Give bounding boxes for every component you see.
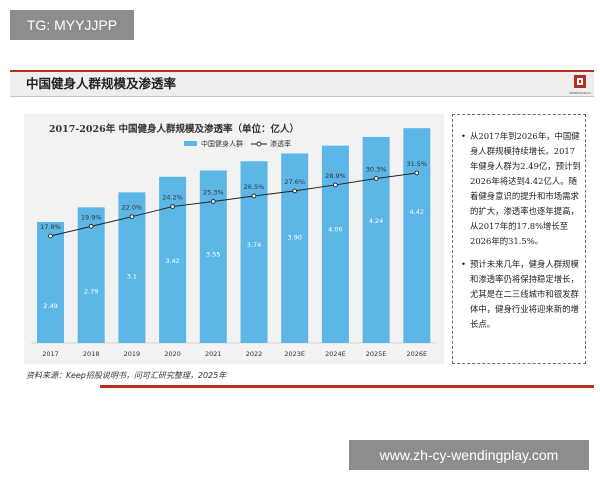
company-logo-icon: WENDINGPLAY bbox=[569, 75, 591, 95]
summary-point: 预计未来几年，健身人群规模和渗透率仍将保持稳定增长，尤其是在二三线城市和银发群体… bbox=[461, 257, 581, 332]
bar-value-label-2024E: 4.06 bbox=[328, 226, 342, 234]
line-point-2025E bbox=[373, 176, 379, 181]
line-value-label-2023E: 27.6% bbox=[284, 178, 305, 186]
bar-2023E bbox=[281, 153, 309, 343]
line-series: 17.8% 19.9% 22.0% 24.2% 25.3% 26.5% 27.6% 28.9%… bbox=[40, 160, 427, 239]
bar-value-label-2019: 3.1 bbox=[127, 272, 137, 280]
chart-title: 2017-2026年 中国健身人群规模及渗透率（单位：亿人） bbox=[49, 123, 299, 135]
bar-2018 bbox=[77, 207, 105, 343]
line-point-2017 bbox=[48, 233, 53, 239]
line-value-label-2022: 26.5% bbox=[244, 183, 265, 191]
bar-value-label-2026E: 4.42 bbox=[410, 208, 424, 216]
line-value-label-2019: 22.0% bbox=[122, 204, 143, 212]
x-tick-label-2024E: 2024E bbox=[325, 350, 346, 358]
line-point-2022 bbox=[251, 193, 257, 199]
legend-bar-label: 中国健身人群 bbox=[201, 139, 243, 148]
watermark-banner-top: TG: MYYJJPP bbox=[10, 10, 134, 40]
line-value-label-2018: 19.9% bbox=[81, 213, 102, 221]
bar-value-label-2017: 2.49 bbox=[43, 302, 57, 310]
bar-2017 bbox=[37, 221, 64, 343]
x-tick-labels: 2017 2018 2019 2020 2021 2022 2023E 2024E 2025E 2… bbox=[42, 350, 427, 358]
bar-value-label-2020: 3.42 bbox=[165, 257, 179, 265]
line-value-label-2021: 25.3% bbox=[203, 189, 224, 197]
line-point-2020 bbox=[170, 204, 175, 209]
bar-2025E bbox=[362, 136, 390, 343]
x-tick-label-2020: 2020 bbox=[164, 350, 181, 358]
header-divider bbox=[10, 96, 594, 97]
line-value-label-2025E: 30.3% bbox=[366, 166, 387, 174]
line-point-2018 bbox=[88, 223, 94, 229]
line-value-label-2026E: 31.5% bbox=[406, 160, 427, 168]
x-tick-label-2023E: 2023E bbox=[284, 350, 305, 358]
x-tick-label-2018: 2018 bbox=[83, 350, 100, 358]
x-tick-label-2022: 2022 bbox=[246, 350, 263, 358]
line-point-2019 bbox=[129, 214, 135, 220]
line-point-2023E bbox=[292, 188, 298, 194]
page-title: 中国健身人群规模及渗透率 bbox=[26, 76, 177, 91]
bar-2024E bbox=[321, 145, 349, 343]
summary-list: 从2017年到2026年，中国健身人群规模持续增长。2017年健身人群为2.49… bbox=[461, 129, 581, 332]
header-accent-line bbox=[10, 70, 594, 72]
legend-bar-swatch bbox=[184, 141, 197, 146]
legend-line-marker bbox=[256, 141, 262, 147]
legend-line-label: 渗透率 bbox=[270, 139, 291, 148]
header-band bbox=[10, 72, 594, 96]
line-point-2026E bbox=[414, 170, 420, 176]
x-tick-label-2019: 2019 bbox=[124, 350, 141, 358]
x-tick-label-2026E: 2026E bbox=[406, 350, 427, 358]
x-tick-label-2017: 2017 bbox=[42, 350, 59, 358]
line-value-label-2017: 17.8% bbox=[40, 223, 61, 231]
penetration-line bbox=[50, 172, 417, 237]
chart: 2017-2026年 中国健身人群规模及渗透率（单位：亿人） 中国健身人群 渗透… bbox=[31, 123, 436, 358]
summary-panel: 从2017年到2026年，中国健身人群规模持续增长。2017年健身人群为2.49… bbox=[452, 114, 586, 364]
bar-value-label-2023E: 3.90 bbox=[287, 233, 301, 241]
bar-value-label-2021: 3.55 bbox=[206, 250, 220, 258]
bar-2026E bbox=[403, 128, 431, 343]
source-note: 资料来源：Keep招股说明书，问可汇研究整理，2025年 bbox=[26, 371, 227, 380]
logo-text: WENDINGPLAY bbox=[569, 91, 591, 95]
summary-point: 从2017年到2026年，中国健身人群规模持续增长。2017年健身人群为2.49… bbox=[461, 129, 581, 249]
x-tick-label-2025E: 2025E bbox=[366, 350, 387, 358]
chart-legend: 中国健身人群 渗透率 bbox=[184, 139, 291, 148]
bar-value-label-2022: 3.74 bbox=[247, 241, 261, 249]
line-point-2024E bbox=[333, 182, 338, 188]
x-tick-label-2021: 2021 bbox=[205, 350, 222, 358]
line-value-label-2024E: 28.9% bbox=[325, 172, 346, 180]
line-value-label-2020: 24.2% bbox=[162, 194, 183, 202]
bar-value-label-2018: 2.79 bbox=[84, 287, 98, 295]
bar-value-label-2025E: 4.24 bbox=[369, 217, 383, 225]
footer-accent-line bbox=[100, 385, 594, 388]
bar-2022 bbox=[240, 161, 268, 343]
bar-series bbox=[37, 128, 431, 343]
watermark-banner-bottom: www.zh-cy-wendingplay.com bbox=[349, 440, 589, 470]
bar-value-labels: 2.49 2.79 3.1 3.42 3.55 3.74 3.90 4.06 4.24 4.42 bbox=[43, 208, 424, 310]
line-point-2021 bbox=[210, 199, 216, 204]
